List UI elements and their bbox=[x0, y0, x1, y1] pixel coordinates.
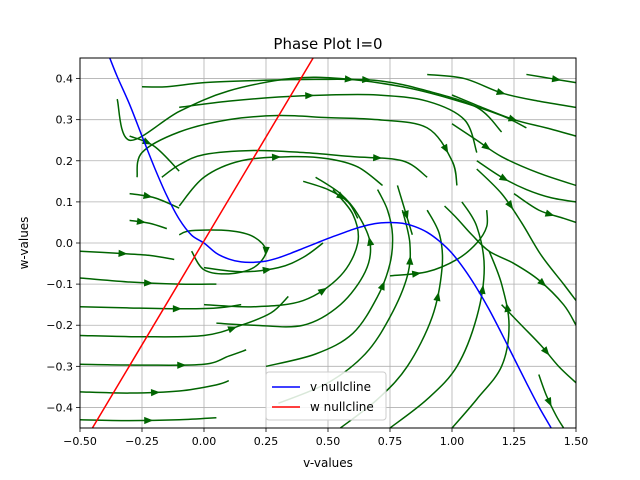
x-tick-label: 0.25 bbox=[254, 435, 279, 448]
streamline bbox=[203, 189, 360, 308]
streamline-arrow bbox=[367, 236, 375, 247]
streamline bbox=[141, 78, 503, 133]
ticks: −0.50 −0.25 0.00 0.25 0.50 0.75 1.00 1.25 1.50 −0… bbox=[46, 73, 588, 448]
streamline-arrow bbox=[336, 191, 346, 200]
streamline-arrow bbox=[440, 143, 449, 154]
streamline bbox=[80, 277, 217, 286]
streamline-arrow bbox=[411, 270, 422, 278]
y-tick-label: −0.4 bbox=[46, 401, 73, 414]
streamline-arrow bbox=[172, 305, 182, 313]
streamline bbox=[451, 123, 576, 187]
streamline bbox=[80, 295, 289, 338]
y-axis-label: w-values bbox=[17, 217, 31, 270]
streamline bbox=[265, 189, 394, 368]
streamline bbox=[526, 73, 576, 84]
streamline-arrow bbox=[136, 217, 146, 225]
streamline-arrow bbox=[227, 326, 238, 334]
streamline-arrow bbox=[537, 277, 547, 287]
streamline bbox=[80, 349, 247, 367]
streamline-arrow bbox=[478, 284, 486, 295]
streamline bbox=[80, 416, 217, 422]
x-tick-label: −0.50 bbox=[63, 435, 97, 448]
streamline bbox=[136, 114, 458, 186]
legend-label-v-nullcline: v nullcline bbox=[310, 380, 371, 394]
streamline bbox=[501, 304, 576, 384]
streamline-arrow bbox=[344, 75, 354, 83]
streamline-arrow bbox=[495, 88, 506, 95]
streamline-arrow bbox=[373, 154, 383, 162]
x-tick-label: 1.00 bbox=[440, 435, 465, 448]
streamline bbox=[389, 201, 485, 428]
streamline-arrow bbox=[433, 291, 441, 302]
streamline-arrow bbox=[544, 209, 555, 217]
streamline-arrow bbox=[150, 389, 161, 397]
streamline bbox=[476, 160, 576, 203]
streamline-arrow bbox=[540, 346, 550, 356]
chart-title: Phase Plot I=0 bbox=[273, 35, 382, 53]
y-tick-label: 0.4 bbox=[56, 73, 74, 86]
x-tick-label: 0.75 bbox=[378, 435, 403, 448]
series-line-w-nullcline bbox=[91, 58, 314, 428]
streamline-arrow bbox=[544, 396, 552, 407]
streamline bbox=[161, 149, 428, 178]
legend-box bbox=[265, 371, 387, 421]
y-tick-label: −0.1 bbox=[46, 278, 73, 291]
streamline bbox=[178, 155, 384, 207]
streamline-arrow bbox=[551, 75, 562, 83]
streamline-arrow bbox=[505, 200, 514, 210]
y-tick-label: 0.1 bbox=[56, 196, 74, 209]
y-tick-label: 0.2 bbox=[56, 155, 74, 168]
streamline-arrow bbox=[144, 416, 154, 425]
series-line-v-nullcline bbox=[109, 58, 552, 428]
x-tick-label: 1.25 bbox=[502, 435, 527, 448]
streamline bbox=[129, 219, 168, 230]
streamline bbox=[179, 93, 478, 153]
streamline-arrow bbox=[401, 210, 409, 220]
y-tick-label: 0.0 bbox=[56, 237, 74, 250]
streamline-arrow bbox=[507, 114, 518, 122]
legend: v nullcline w nullcline bbox=[265, 371, 387, 421]
streamline bbox=[80, 250, 175, 261]
plot-content bbox=[80, 58, 576, 428]
streamline bbox=[444, 205, 576, 326]
streamline-arrow bbox=[317, 287, 328, 296]
streamline-arrow bbox=[262, 266, 272, 274]
x-axis-label: v-values bbox=[303, 456, 353, 470]
streamline-arrow bbox=[481, 141, 491, 151]
streamline bbox=[389, 210, 489, 277]
plot-area bbox=[80, 58, 576, 428]
streamline bbox=[476, 168, 576, 302]
y-tick-label: −0.2 bbox=[46, 319, 73, 332]
streamline-arrow bbox=[262, 246, 270, 256]
streamline bbox=[216, 176, 372, 328]
streamline-arrow bbox=[118, 249, 128, 257]
x-tick-label: 0.50 bbox=[316, 435, 341, 448]
streamline-arrow bbox=[143, 279, 154, 287]
legend-label-w-nullcline: w nullcline bbox=[310, 400, 374, 414]
streamline bbox=[129, 135, 180, 172]
streamline bbox=[203, 242, 324, 273]
y-tick-label: 0.3 bbox=[56, 114, 74, 127]
streamline-arrow bbox=[177, 361, 187, 369]
streamline bbox=[396, 185, 414, 235]
streamline bbox=[129, 192, 180, 209]
streamline-arrow bbox=[143, 191, 153, 199]
streamline-arrow bbox=[406, 255, 414, 265]
x-tick-label: 0.00 bbox=[192, 435, 217, 448]
streamline-arrow bbox=[377, 281, 385, 291]
x-tick-label: −0.25 bbox=[125, 435, 159, 448]
x-tick-label: 1.50 bbox=[564, 435, 589, 448]
streamline-arrow bbox=[498, 173, 509, 182]
streamline-arrow bbox=[271, 153, 282, 161]
streamline bbox=[116, 76, 527, 141]
y-tick-label: −0.3 bbox=[46, 360, 73, 373]
streamline-arrow bbox=[305, 92, 315, 100]
